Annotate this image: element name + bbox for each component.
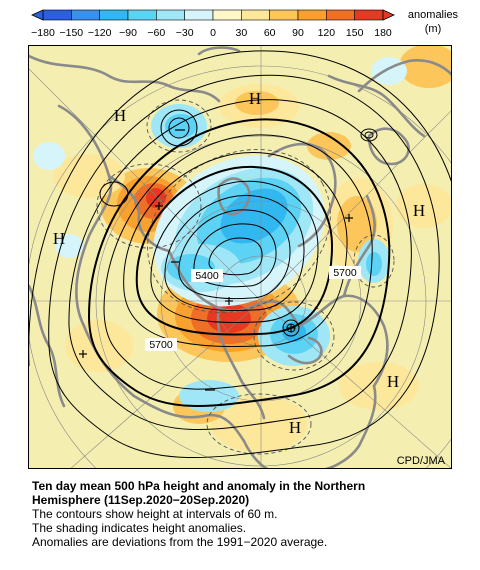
anomaly-zero-contours (96, 99, 395, 455)
colorbar-unit-line1: anomalies (407, 9, 459, 21)
colorbar-swatch (326, 9, 355, 21)
height-contours (29, 50, 451, 459)
map-credit: CPD/JMA (397, 455, 446, 467)
map-canvas: H H H H H H 5400 5700 5700 CPD/JMA (29, 46, 451, 468)
colorbar-swatch (42, 9, 72, 21)
colorbar-swatch (269, 9, 299, 21)
colorbar-tick-label: −60 (147, 27, 165, 39)
colorbar-tick-label: 30 (235, 27, 247, 39)
contour-labels: 5400 5700 5700 (145, 266, 361, 351)
contour-label-5700-east: 5700 (333, 267, 357, 279)
colorbar-swatch (212, 9, 242, 21)
colorbar-swatch (241, 9, 270, 21)
colorbar-swatch (354, 9, 384, 21)
caption-title-line1: Ten day mean 500 hPa height and anomaly … (32, 479, 366, 493)
colorbar-swatch (297, 9, 327, 21)
colorbar-tick-label: 150 (346, 27, 364, 39)
colorbar-tick-label: −30 (176, 27, 194, 39)
colorbar-tick-label: 60 (264, 27, 276, 39)
colorbar-swatch (156, 9, 185, 21)
colorbar-tick-label: −150 (60, 27, 84, 39)
colorbar-tick-label: 180 (374, 27, 392, 39)
colorbar-tick-label: 0 (210, 27, 216, 39)
high-pressure-symbols: H H H H H H (53, 89, 425, 437)
colorbar-tick-label: −90 (119, 27, 137, 39)
high-symbol-right: H (413, 201, 425, 220)
high-symbol-top: H (249, 89, 261, 108)
colorbar-swatch (71, 9, 100, 21)
high-symbol-lower-right: H (387, 372, 399, 391)
high-symbol-bottom: H (289, 418, 301, 437)
caption-title-line2: Hemisphere (11Sep.2020−20Sep.2020) (32, 493, 250, 507)
colorbar-swatch (184, 9, 214, 21)
caption-line1: The contours show height at intervals of… (32, 507, 278, 521)
colorbar-tick-label: −120 (88, 27, 112, 39)
colorbar-unit: anomalies (m) (398, 8, 468, 36)
colorbar-unit-line2: (m) (424, 23, 442, 35)
minor-markers (79, 129, 353, 391)
caption-line3: Anomalies are deviations from the 1991−2… (32, 535, 328, 549)
negative-anomaly-shading (33, 57, 407, 412)
colorbar-swatch (99, 9, 129, 21)
colorbar-tick-label: 90 (292, 27, 304, 39)
hemisphere-map: H H H H H H 5400 5700 5700 CPD/JMA (28, 45, 452, 469)
colorbar-right-arrow (382, 9, 395, 21)
colorbar-tick-label: 120 (318, 27, 336, 39)
colorbar-left-arrow (31, 9, 44, 21)
high-symbol-upper-left: H (114, 106, 126, 125)
figure-caption: Ten day mean 500 hPa height and anomaly … (32, 479, 472, 549)
anomaly-colorbar: −180 −150 −120 −90 −60 −30 0 30 60 90 120 150 180 (31, 9, 395, 39)
contour-label-5400: 5400 (195, 270, 219, 282)
caption-line2: The shading indicates height anomalies. (32, 521, 247, 535)
contour-label-5700-west: 5700 (149, 339, 173, 351)
colorbar-swatch (127, 9, 157, 21)
high-symbol-left: H (53, 229, 65, 248)
colorbar-tick-label: −180 (31, 27, 55, 39)
